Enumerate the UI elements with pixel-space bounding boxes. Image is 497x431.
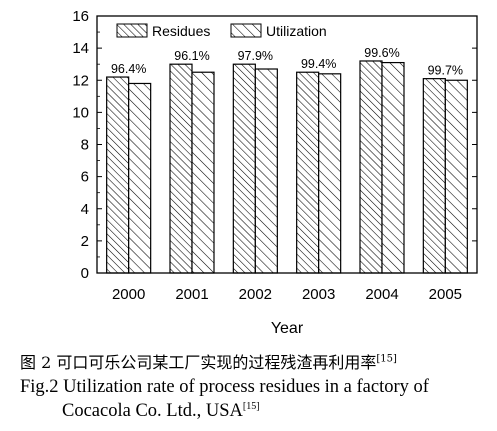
bar-label-2000: 96.4% (111, 62, 146, 76)
figure-caption-chinese: 图 2 可口可乐公司某工厂实现的过程残渣再利用率[15] (20, 349, 397, 373)
bar-residues-2005 (422, 78, 446, 274)
x-tick-label-2005: 2005 (429, 286, 462, 303)
legend-label-utilization: Utilization (266, 23, 327, 39)
y-tick-label-2: 2 (81, 233, 89, 250)
y-tick-label-6: 6 (81, 169, 89, 186)
bar-utilization-2002 (254, 68, 278, 274)
caption-zh-text: 图 2 可口可乐公司某工厂实现的过程残渣再利用率 (20, 353, 377, 372)
legend-label-residues: Residues (152, 23, 210, 39)
legend-swatch-residues (116, 23, 148, 38)
bar-label-2005: 99.7% (428, 64, 463, 78)
bar-residues-2000 (106, 76, 130, 274)
bar-residues-2004 (359, 60, 383, 274)
bar-utilization-2004 (381, 61, 405, 274)
bar-residues-2002 (232, 63, 256, 274)
x-tick-label-2003: 2003 (302, 286, 335, 303)
bar-residues-2001 (169, 63, 193, 274)
x-tick-label-2004: 2004 (365, 286, 398, 303)
bar-chart: 96.4% 2000 96.1% 2001 97.9% 2002 99.4% 2003 99.6… (72, 8, 478, 337)
y-tick-label-12: 12 (72, 72, 89, 89)
x-tick-label-2000: 2000 (112, 286, 145, 303)
figure-caption-english-line2: Cocacola Co. Ltd., USA[15] (62, 401, 260, 422)
x-tick-label-2001: 2001 (175, 286, 208, 303)
bar-utilization-2005 (444, 79, 468, 274)
bar-utilization-2001 (191, 71, 215, 274)
bar-utilization-2003 (318, 73, 342, 274)
caption-en2-text: Cocacola Co. Ltd., USA (62, 401, 243, 422)
caption-zh-ref: [15] (376, 353, 397, 365)
bar-label-2004: 99.6% (364, 46, 399, 60)
caption-en-ref: [15] (242, 401, 260, 412)
bar-utilization-2000 (128, 82, 152, 274)
bar-label-2001: 96.1% (174, 49, 209, 63)
y-tick-label-14: 14 (72, 40, 89, 57)
y-tick-label-4: 4 (81, 201, 89, 218)
y-tick-label-16: 16 (72, 8, 89, 25)
x-axis-label: Year (271, 320, 304, 337)
bar-residues-2003 (296, 71, 320, 274)
y-tick-label-10: 10 (72, 104, 89, 121)
legend-swatch-utilization (230, 23, 262, 38)
y-tick-label-0: 0 (81, 265, 89, 282)
y-tick-label-8: 8 (81, 137, 89, 154)
bar-label-2002: 97.9% (238, 49, 273, 63)
plot-frame (96, 15, 478, 274)
x-tick-label-2002: 2002 (239, 286, 272, 303)
figure-caption-english-line1: Fig.2 Utilization rate of process residu… (20, 377, 429, 397)
bar-label-2003: 99.4% (301, 57, 336, 71)
